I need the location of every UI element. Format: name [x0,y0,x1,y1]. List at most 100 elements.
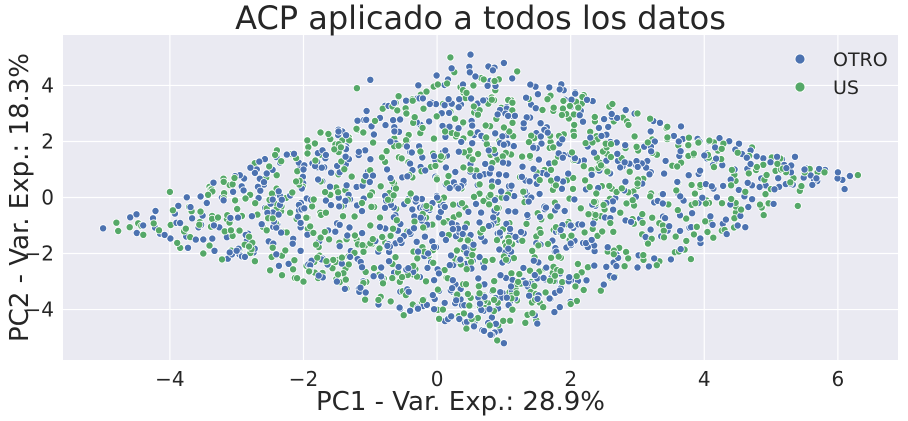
scatter-point [759,211,768,220]
scatter-point [413,304,422,313]
y-tick-label: −4 [25,298,54,322]
scatter-point [510,111,519,120]
scatter-point [342,181,351,190]
scatter-point [546,276,555,285]
scatter-point [773,152,782,161]
scatter-point [441,163,450,172]
scatter-point [694,138,703,147]
scatter-point [441,127,450,136]
scatter-point-us [633,109,642,118]
scatter-point [347,172,356,181]
scatter-point [676,192,685,201]
scatter-point [536,228,545,237]
scatter-point [474,282,483,291]
scatter-point [274,187,283,196]
scatter-point [368,171,377,180]
scatter-point [229,187,238,196]
scatter-point [701,217,710,226]
scatter-point [166,234,175,243]
scatter-point [139,221,148,230]
scatter-point-otro [499,59,508,68]
scatter-point [564,169,573,178]
scatter-point [468,155,477,164]
scatter-point [752,162,761,171]
scatter-point [553,202,562,211]
scatter-point [497,187,506,196]
scatter-point [727,165,736,174]
scatter-point [719,181,728,190]
scatter-point [621,177,630,186]
scatter-point [609,205,618,214]
scatter-point [533,90,542,99]
scatter-point [490,196,499,205]
scatter-point [645,170,654,179]
scatter-point [484,146,493,155]
scatter-point [559,96,568,105]
scatter-point [447,64,456,73]
scatter-point [698,193,707,202]
scatter-point [394,92,403,101]
scatter-point [154,226,163,235]
scatter-point [247,212,256,221]
scatter-point [508,74,517,83]
scatter-point [708,220,717,229]
scatter-point [591,210,600,219]
scatter-point [383,165,392,174]
scatter-point [555,85,564,94]
scatter-point [609,250,618,259]
scatter-point [334,127,343,136]
scatter-point [245,232,254,241]
scatter-point [673,177,682,186]
scatter-point [308,202,317,211]
scatter-point [277,271,286,280]
scatter-point [433,80,442,89]
scatter-point [462,88,471,97]
scatter-point [755,182,764,191]
scatter-point [268,214,277,223]
scatter-point [277,195,286,204]
scatter-point [647,147,656,156]
scatter-point [383,195,392,204]
scatter-point [432,175,441,184]
scatter-point [202,198,211,207]
scatter-point [369,130,378,139]
y-tick-label: 2 [41,129,54,153]
scatter-point-otro [700,151,709,160]
scatter-point-otro [99,224,108,233]
scatter-point [566,239,575,248]
scatter-point-otro [499,339,508,348]
scatter-point [557,184,566,193]
scatter-point [430,242,439,251]
scatter-point [808,180,817,189]
legend-marker-otro [794,53,806,65]
scatter-point [226,213,235,222]
scatter-point [682,214,691,223]
x-tick-label: 6 [832,367,845,391]
scatter-point [377,272,386,281]
scatter-point-us [493,336,502,345]
scatter-point [712,193,721,202]
scatter-point [361,295,370,304]
scatter-point [617,184,626,193]
scatter-point [585,182,594,191]
scatter-point [488,66,497,75]
scatter-point [518,236,527,245]
scatter-point [672,186,681,195]
scatter-point [402,109,411,118]
scatter-point [550,271,559,280]
scatter-point [534,241,543,250]
scatter-point [380,203,389,212]
scatter-point [454,184,463,193]
scatter-point [545,83,554,92]
scatter-point [422,87,431,96]
scatter-point [375,222,384,231]
scatter-point [350,212,359,221]
scatter-point [646,127,655,136]
scatter-point-otro [600,115,609,124]
scatter-point [769,199,778,208]
scatter-point [616,163,625,172]
scatter-point [475,180,484,189]
scatter-point [475,299,484,308]
scatter-point [209,221,218,230]
scatter-point [557,111,566,120]
